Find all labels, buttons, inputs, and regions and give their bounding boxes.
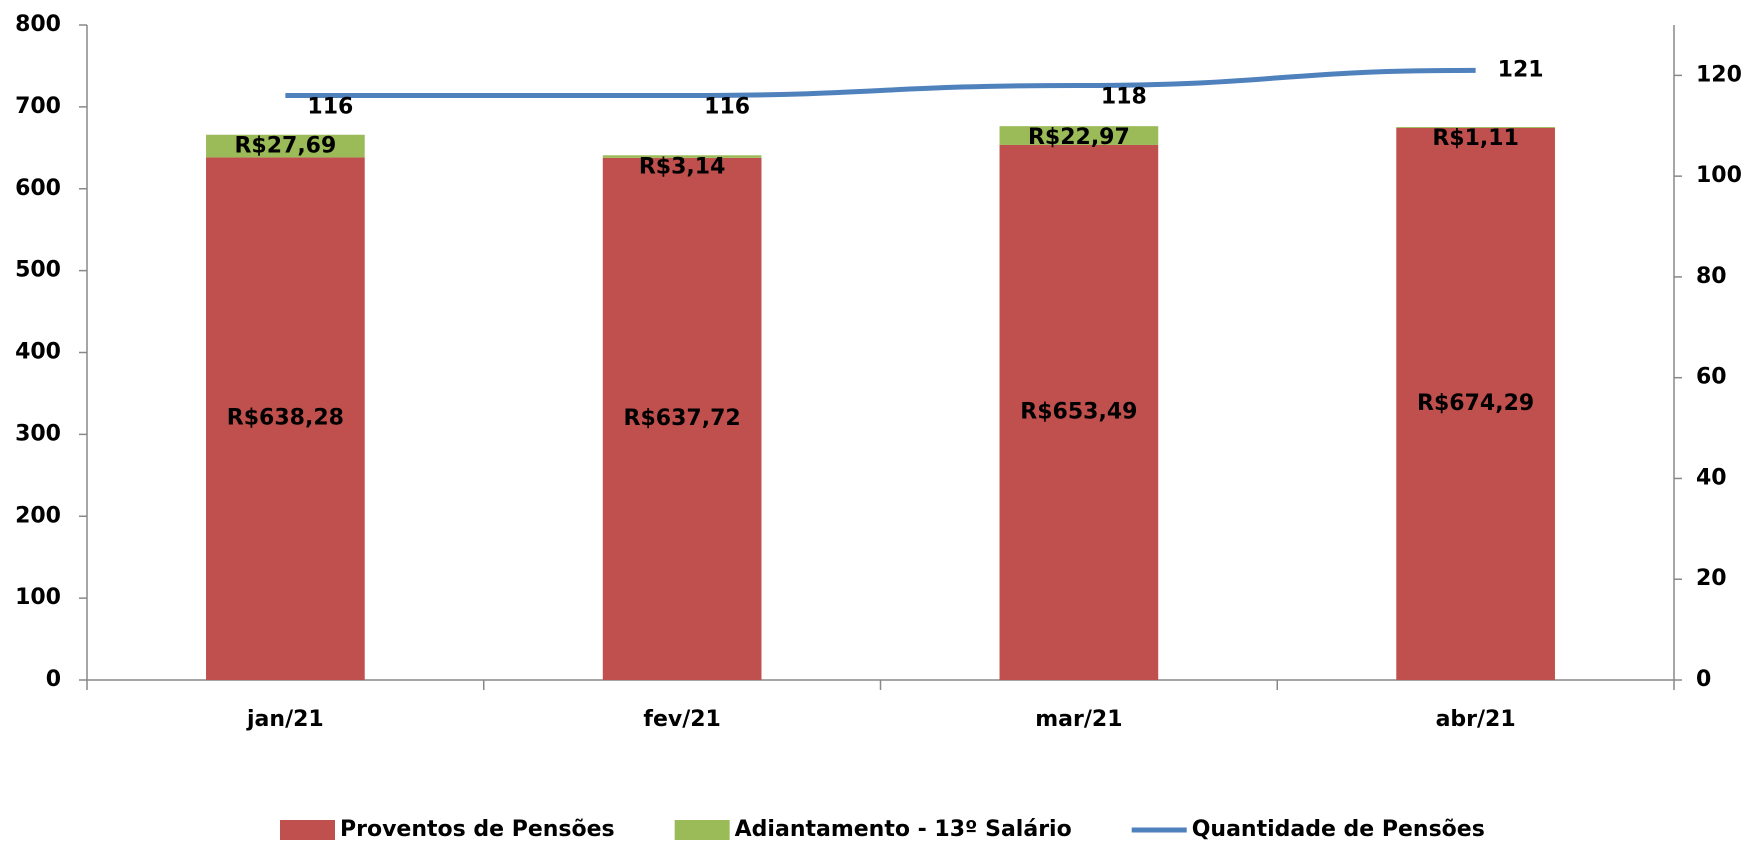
data-label: R$3,14 [639,154,726,179]
y2-tick-label: 60 [1696,365,1727,390]
data-label: R$653,49 [1020,399,1137,424]
y-tick-label: 300 [15,421,61,446]
y2-tick-label: 100 [1696,163,1742,188]
bar [206,134,365,158]
line-label: 116 [307,95,353,120]
data-label: R$22,97 [1028,125,1130,150]
x-tick-label: mar/21 [1035,707,1122,732]
y-tick-label: 400 [15,340,61,365]
y-tick-label: 600 [15,176,61,201]
y-tick-label: 0 [46,667,61,692]
y-tick-label: 700 [15,94,61,119]
x-tick-label: fev/21 [643,707,720,732]
bar [206,157,365,680]
legend-label: Quantidade de Pensões [1192,817,1485,842]
y2-tick-label: 20 [1696,566,1727,591]
data-label: R$1,11 [1432,126,1519,151]
y-tick-label: 800 [15,12,61,37]
line-label: 121 [1498,57,1544,82]
line-label: 118 [1101,84,1147,109]
line-label: 116 [704,95,750,120]
data-label: R$27,69 [234,134,336,159]
bar [1396,127,1555,128]
x-tick-label: abr/21 [1436,707,1516,732]
legend-swatch [280,820,335,840]
legend-label: Adiantamento - 13º Salário [735,817,1072,842]
y2-tick-label: 0 [1696,667,1711,692]
y2-tick-label: 40 [1696,465,1727,490]
legend-swatch [674,820,730,840]
bar [602,155,762,158]
data-label: R$638,28 [227,406,344,431]
data-label: R$674,29 [1417,391,1534,416]
bar [602,157,762,680]
x-tick-label: jan/21 [246,707,324,732]
data-label: R$637,72 [624,406,741,431]
bar [1396,127,1555,681]
bar [999,144,1159,680]
y-tick-label: 200 [15,503,61,528]
bar [999,126,1159,145]
y2-tick-label: 120 [1696,62,1742,87]
y-tick-label: 500 [15,258,61,283]
line [285,67,1476,99]
y-tick-label: 100 [15,585,61,610]
legend-label: Proventos de Pensões [340,817,615,842]
y2-tick-label: 80 [1696,264,1727,289]
